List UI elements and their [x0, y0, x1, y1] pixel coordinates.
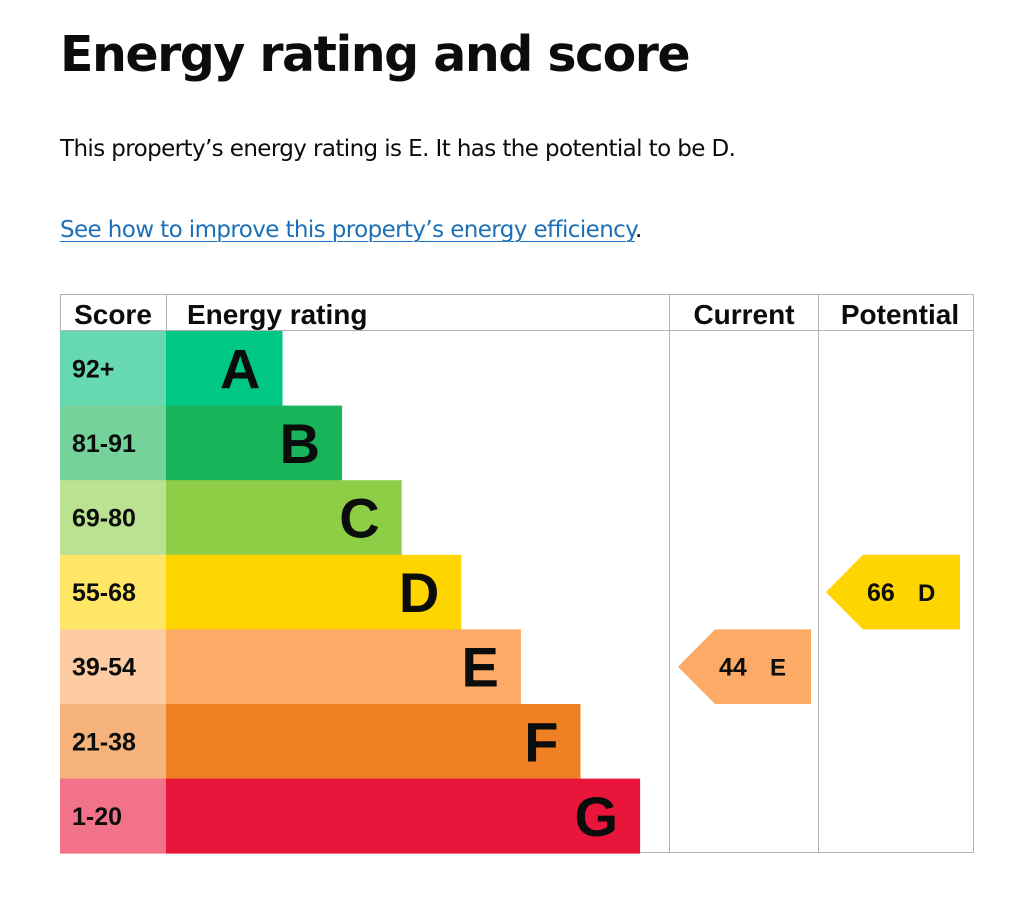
improve-link-line: See how to improve this property’s energ…: [60, 213, 642, 247]
score-cell-e: [60, 629, 166, 705]
score-cell-d: [60, 554, 166, 630]
score-cell-f: [60, 704, 166, 779]
score-range-f: 21-38: [72, 728, 136, 756]
rating-letter-d: D: [399, 561, 439, 624]
score-cell-g: [60, 778, 166, 854]
current-column-header: Current: [693, 299, 794, 330]
score-column-header: Score: [74, 299, 152, 330]
energy-rating-column-header: Energy rating: [187, 299, 367, 330]
rating-letter-a: A: [220, 337, 260, 400]
potential-rating-letter: D: [918, 580, 935, 607]
score-range-e: 39-54: [72, 654, 136, 682]
score-cell-c: [60, 480, 166, 556]
score-range-b: 81-91: [72, 430, 136, 458]
current-rating-arrow: [678, 629, 811, 704]
rating-letter-f: F: [524, 710, 558, 773]
score-range-c: 69-80: [72, 505, 136, 533]
rating-bar-c: [166, 480, 402, 556]
score-cell-b: [60, 405, 166, 481]
rating-bar-a: [166, 331, 283, 406]
page-title: Energy rating and score: [60, 26, 691, 83]
score-range-a: 92+: [72, 355, 114, 383]
score-range-g: 1-20: [72, 803, 122, 831]
rating-letter-e: E: [462, 636, 499, 699]
link-full-stop: .: [634, 217, 642, 243]
rating-letter-c: C: [339, 487, 379, 550]
score-cell-a: [60, 331, 166, 406]
rating-bar-d: [166, 554, 462, 630]
potential-rating-score: 66: [867, 579, 895, 607]
improve-efficiency-link[interactable]: See how to improve this property’s energ…: [60, 217, 636, 243]
potential-rating-arrow: [826, 554, 960, 630]
rating-letter-g: G: [575, 785, 619, 848]
rating-bar-f: [166, 704, 581, 779]
rating-markers: 44 E 66 D: [678, 554, 960, 704]
rating-bands: 92+ A 81-91 B 69-80 C 55-68 D 39-54 E 21-38 F 1-20 G: [60, 331, 641, 854]
rating-letter-b: B: [280, 412, 320, 475]
score-range-d: 55-68: [72, 579, 136, 607]
current-rating-score: 44: [719, 654, 747, 682]
rating-summary: This property’s energy rating is E. It h…: [60, 136, 736, 162]
rating-bar-b: [166, 405, 343, 481]
rating-bar-e: [166, 629, 521, 705]
rating-bar-g: [166, 778, 641, 854]
current-rating-letter: E: [770, 655, 786, 682]
potential-column-header: Potential: [841, 299, 959, 330]
